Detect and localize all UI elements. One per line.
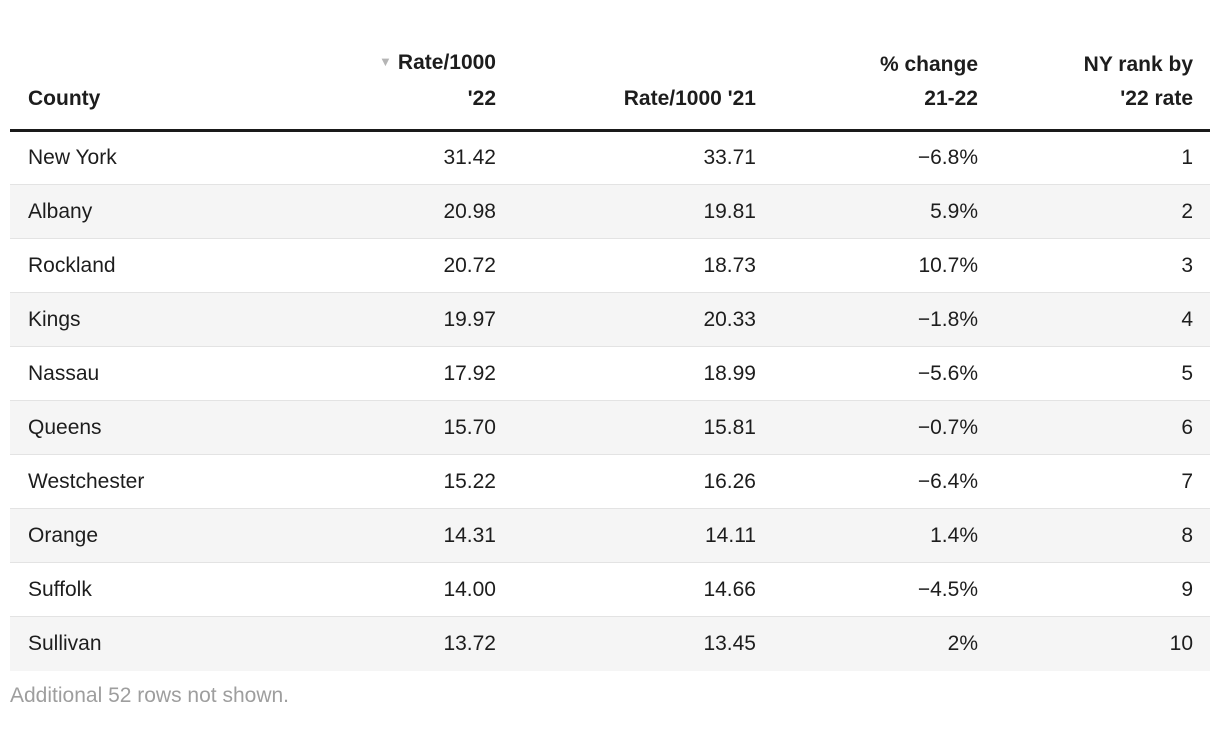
cell-pct-change: −6.4% bbox=[917, 469, 978, 493]
table-row: Kings 19.97 20.33 −1.8% 4 bbox=[10, 292, 1210, 347]
cell-rank: 8 bbox=[1181, 523, 1193, 547]
column-header-rate-2021-label: Rate/1000 '21 bbox=[623, 87, 756, 110]
column-header-pct-change-line1: % change bbox=[879, 53, 978, 76]
cell-rate-2022: 19.97 bbox=[443, 307, 496, 331]
cell-pct-change: 1.4% bbox=[930, 523, 978, 547]
table-row: Sullivan 13.72 13.45 2% 10 bbox=[10, 616, 1210, 671]
cell-county: Suffolk bbox=[28, 577, 92, 601]
cell-county: Sullivan bbox=[28, 631, 102, 655]
cell-rate-2021: 16.26 bbox=[703, 469, 756, 493]
cell-rate-2021: 14.11 bbox=[705, 523, 756, 547]
cell-rate-2022: 20.72 bbox=[443, 253, 496, 277]
cell-rate-2021: 33.71 bbox=[703, 146, 756, 169]
cell-rate-2021: 18.73 bbox=[703, 253, 756, 277]
cell-rate-2021: 18.99 bbox=[703, 361, 756, 385]
cell-rate-2022: 15.22 bbox=[443, 469, 496, 493]
cell-rate-2021: 13.45 bbox=[703, 631, 756, 655]
cell-pct-change: 2% bbox=[947, 631, 978, 655]
cell-rate-2022: 14.00 bbox=[443, 577, 496, 601]
column-header-rate-2022-line2: '22 bbox=[467, 87, 496, 110]
cell-rate-2022: 13.72 bbox=[443, 631, 496, 655]
column-header-rank-line1: NY rank by bbox=[1083, 53, 1193, 76]
cell-rate-2021: 15.81 bbox=[703, 415, 756, 439]
column-header-rate-2021[interactable]: Rate/1000 '21 bbox=[513, 46, 773, 132]
table-row: New York 31.42 33.71 −6.8% 1 bbox=[10, 131, 1210, 185]
cell-rate-2021: 19.81 bbox=[703, 199, 756, 223]
table-row: Westchester 15.22 16.26 −6.4% 7 bbox=[10, 454, 1210, 509]
column-header-rate-2022-line1: Rate/1000 bbox=[397, 51, 496, 74]
cell-pct-change: −6.8% bbox=[917, 146, 978, 169]
cell-rank: 10 bbox=[1169, 631, 1193, 655]
cell-rank: 6 bbox=[1181, 415, 1193, 439]
cell-county: Nassau bbox=[28, 361, 100, 385]
column-header-county-label: County bbox=[28, 87, 101, 110]
cell-pct-change: −0.7% bbox=[917, 415, 978, 439]
cell-rank: 7 bbox=[1181, 469, 1193, 493]
cell-county: Rockland bbox=[28, 253, 116, 277]
cell-rate-2022: 20.98 bbox=[443, 199, 496, 223]
cell-rank: 2 bbox=[1181, 199, 1193, 223]
cell-rank: 4 bbox=[1181, 307, 1193, 331]
cell-rate-2022: 15.70 bbox=[443, 415, 496, 439]
table-body: New York 31.42 33.71 −6.8% 1 Albany 20.9… bbox=[10, 131, 1210, 671]
column-header-pct-change-line2: 21-22 bbox=[924, 87, 978, 110]
cell-rank: 1 bbox=[1181, 146, 1193, 169]
cell-pct-change: −5.6% bbox=[917, 361, 978, 385]
column-header-rank-line2: '22 rate bbox=[1120, 87, 1193, 110]
column-header-rank[interactable]: NY rank by '22 rate bbox=[995, 46, 1210, 132]
cell-rank: 9 bbox=[1181, 577, 1193, 601]
cell-county: Albany bbox=[28, 199, 93, 223]
table-page: County ▼ Rate/1000 '22 Rate/1000 '21 % ch… bbox=[10, 46, 1210, 708]
header-row: County ▼ Rate/1000 '22 Rate/1000 '21 % ch… bbox=[10, 46, 1210, 132]
table-row: Queens 15.70 15.81 −0.7% 6 bbox=[10, 400, 1210, 455]
cell-county: Kings bbox=[28, 307, 81, 331]
cell-county: Queens bbox=[28, 415, 102, 439]
column-header-county[interactable]: County bbox=[10, 46, 310, 132]
cell-pct-change: 10.7% bbox=[918, 253, 978, 277]
cell-county: New York bbox=[28, 146, 117, 169]
cell-rank: 3 bbox=[1181, 253, 1193, 277]
table-row: Nassau 17.92 18.99 −5.6% 5 bbox=[10, 346, 1210, 401]
county-rates-table: County ▼ Rate/1000 '22 Rate/1000 '21 % ch… bbox=[10, 46, 1210, 671]
cell-county: Westchester bbox=[28, 469, 145, 493]
cell-rate-2022: 31.42 bbox=[443, 146, 496, 169]
column-header-rate-2022[interactable]: ▼ Rate/1000 '22 bbox=[310, 46, 513, 132]
cell-rate-2021: 14.66 bbox=[703, 577, 756, 601]
sort-descending-icon: ▼ bbox=[379, 54, 392, 69]
table-row: Orange 14.31 14.11 1.4% 8 bbox=[10, 508, 1210, 563]
cell-rate-2022: 17.92 bbox=[443, 361, 496, 385]
table-header: County ▼ Rate/1000 '22 Rate/1000 '21 % ch… bbox=[10, 46, 1210, 132]
cell-pct-change: −4.5% bbox=[917, 577, 978, 601]
cell-pct-change: 5.9% bbox=[930, 199, 978, 223]
cell-rate-2022: 14.31 bbox=[443, 523, 496, 547]
table-row: Albany 20.98 19.81 5.9% 2 bbox=[10, 184, 1210, 239]
table-row: Rockland 20.72 18.73 10.7% 3 bbox=[10, 238, 1210, 293]
column-header-pct-change[interactable]: % change 21-22 bbox=[773, 46, 995, 132]
table-footnote: Additional 52 rows not shown. bbox=[10, 683, 289, 707]
cell-rate-2021: 20.33 bbox=[703, 307, 756, 331]
cell-pct-change: −1.8% bbox=[917, 307, 978, 331]
table-row: Suffolk 14.00 14.66 −4.5% 9 bbox=[10, 562, 1210, 617]
cell-county: Orange bbox=[28, 523, 99, 547]
cell-rank: 5 bbox=[1181, 361, 1193, 385]
